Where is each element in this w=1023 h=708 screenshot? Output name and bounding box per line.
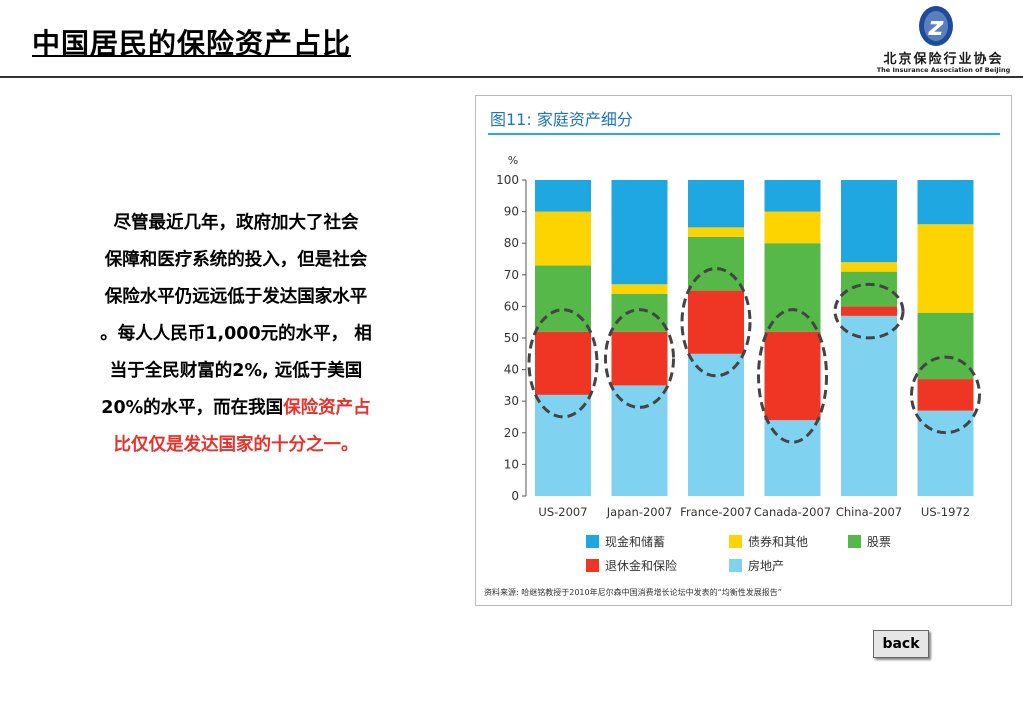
y-tick-label: 100: [496, 173, 519, 187]
page-title: 中国居民的保险资产占比: [32, 27, 352, 60]
x-tick-label: Japan-2007: [606, 505, 673, 519]
bar-segment: [611, 385, 668, 496]
stacked-bar-chart: % 0 10 20 30 40 50 60 70 80 90 100 US-2007 Japan-2007…: [496, 154, 981, 573]
legend-label: 房地产: [748, 558, 784, 573]
bar-segment: [841, 306, 897, 316]
legend-swatch: [848, 535, 861, 548]
bar-segment: [917, 312, 974, 380]
bar-segment: [688, 290, 744, 354]
y-tick-label: 30: [504, 394, 519, 408]
highlight-ellipse: [910, 355, 981, 435]
body-text-highlight: 比仅仅是发达国家的十分之一。: [113, 435, 359, 455]
legend-swatch: [586, 559, 599, 572]
bar-segment: [535, 180, 591, 212]
bar-segment: [535, 394, 591, 496]
bar-segment: [611, 293, 668, 332]
legend-swatch: [586, 535, 599, 548]
legend-label: 退休金和保险: [605, 558, 677, 573]
legend-swatch: [729, 535, 742, 548]
body-line: 保险水平仍远远低于发达国家水平: [104, 287, 368, 307]
bar-segment: [535, 211, 591, 266]
legend-swatch: [729, 559, 742, 572]
bar-segment: [611, 180, 668, 285]
bar-segment: [688, 353, 744, 496]
back-button[interactable]: back: [873, 630, 929, 658]
y-tick-label: 90: [504, 205, 519, 219]
bar-segment: [917, 379, 974, 411]
body-text-black: 20%的水平，而在我国: [101, 398, 284, 418]
legend-label: 股票: [867, 535, 891, 549]
bar-segment: [917, 180, 974, 225]
association-logo: z 北京保险行业协会 The Insurance Association of …: [866, 4, 1021, 76]
bar-segment: [764, 331, 821, 421]
bar-segment: [764, 211, 821, 244]
logo-emblem-icon: z: [919, 6, 953, 46]
chart-panel: 图11: 家庭资产细分 % 0 10 20 30 40 50 60 70 80 90 100 US-20…: [475, 95, 1012, 606]
body-line: 20%的水平，而在我国保险资产占: [66, 390, 406, 427]
legend-label: 现金和储蓄: [605, 534, 665, 549]
y-tick-label: 60: [504, 299, 519, 313]
chart-title: 图11: 家庭资产细分: [490, 110, 633, 129]
bar-segment: [535, 331, 591, 395]
bar-segment: [917, 410, 974, 496]
bar-segment: [917, 224, 974, 313]
y-tick-label: 50: [504, 331, 519, 345]
body-line: 当于全民财富的2%, 远低于美国: [109, 361, 363, 381]
body-text-highlight: 保险资产占: [283, 398, 371, 418]
logo-english-name: The Insurance Association of BeiJing: [876, 66, 1011, 74]
y-axis-unit-label: %: [508, 154, 518, 167]
x-tick-label: China-2007: [836, 505, 902, 519]
bar-segment: [764, 243, 821, 332]
y-tick-label: 70: [504, 268, 519, 282]
legend-label: 债券和其他: [748, 534, 808, 549]
bar-segment: [611, 331, 668, 386]
y-tick-label: 0: [511, 489, 519, 503]
y-tick-label: 80: [504, 236, 519, 250]
y-tick-label: 40: [504, 363, 519, 377]
bar-segment: [688, 236, 744, 291]
title-divider: [0, 76, 1023, 78]
highlight-ellipse: [527, 308, 599, 419]
y-tick-label: 20: [504, 426, 519, 440]
bar-segment: [841, 262, 897, 272]
x-tick-label: US-2007: [538, 505, 587, 519]
logo-chinese-name: 北京保险行业协会: [883, 52, 1004, 67]
bar-segment: [611, 284, 668, 294]
chart-source-note: 资料来源: 哈继铭教授于2010年尼尔森中国消费增长论坛中发表的“均衡性发展报告…: [484, 588, 782, 597]
body-line: 尽管最近几年，政府加大了社会: [113, 213, 359, 233]
body-line: 保障和医疗系统的投入，但是社会: [104, 250, 368, 270]
x-tick-label: France-2007: [680, 505, 752, 519]
chart-title-underline: [488, 133, 1000, 135]
highlight-ellipse: [680, 267, 752, 378]
y-tick-label: 10: [504, 457, 519, 471]
bar-segment: [688, 180, 744, 228]
highlight-ellipse: [757, 308, 828, 444]
bar-segment: [841, 315, 897, 496]
body-paragraph: 尽管最近几年，政府加大了社会 保障和医疗系统的投入，但是社会 保险水平仍远远低于…: [66, 205, 406, 464]
body-line: 。每人人民币1,000元的水平， 相: [100, 324, 372, 344]
highlight-ellipse: [604, 308, 675, 409]
x-tick-label: US-1972: [921, 505, 970, 519]
highlight-ellipse: [833, 282, 905, 340]
svg-text:z: z: [927, 12, 944, 42]
bar-segment: [688, 227, 744, 237]
bar-segment: [841, 271, 897, 307]
x-tick-label: Canada-2007: [754, 505, 831, 519]
bar-segment: [764, 180, 821, 212]
bar-segment: [841, 180, 897, 263]
